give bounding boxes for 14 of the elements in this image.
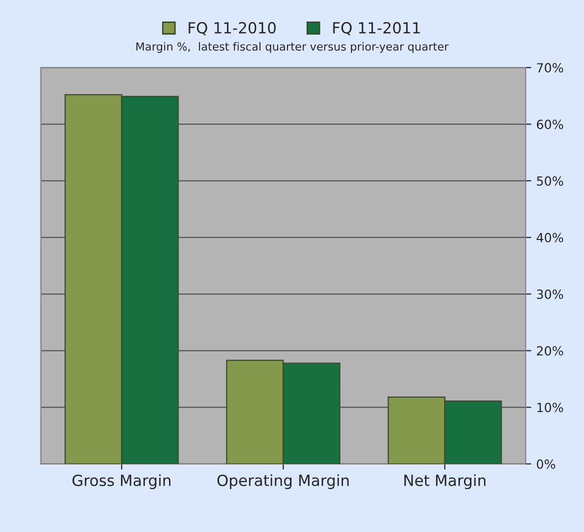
x-tick-label: Gross Margin (72, 474, 170, 490)
legend-label: FQ 11-2011 (333, 22, 420, 36)
chart-title: Margin %, latest fiscal quarter versus prior-year quarter (136, 42, 449, 53)
y-tick-label: 30% (536, 290, 564, 299)
y-tick-label: 20% (536, 346, 564, 356)
y-tick-label: 50% (536, 176, 564, 186)
y-tick-label: 0% (536, 459, 556, 469)
y-tick-label: 10% (537, 402, 564, 412)
legend-label: FQ 11-2010 (188, 22, 276, 36)
y-tick-label: 60% (536, 120, 564, 130)
x-tick-label: Operating Margin (217, 474, 349, 490)
y-tick-label: 70% (537, 63, 564, 72)
y-tick-label: 40% (536, 232, 564, 242)
x-tick-label: Net Margin (404, 474, 486, 490)
